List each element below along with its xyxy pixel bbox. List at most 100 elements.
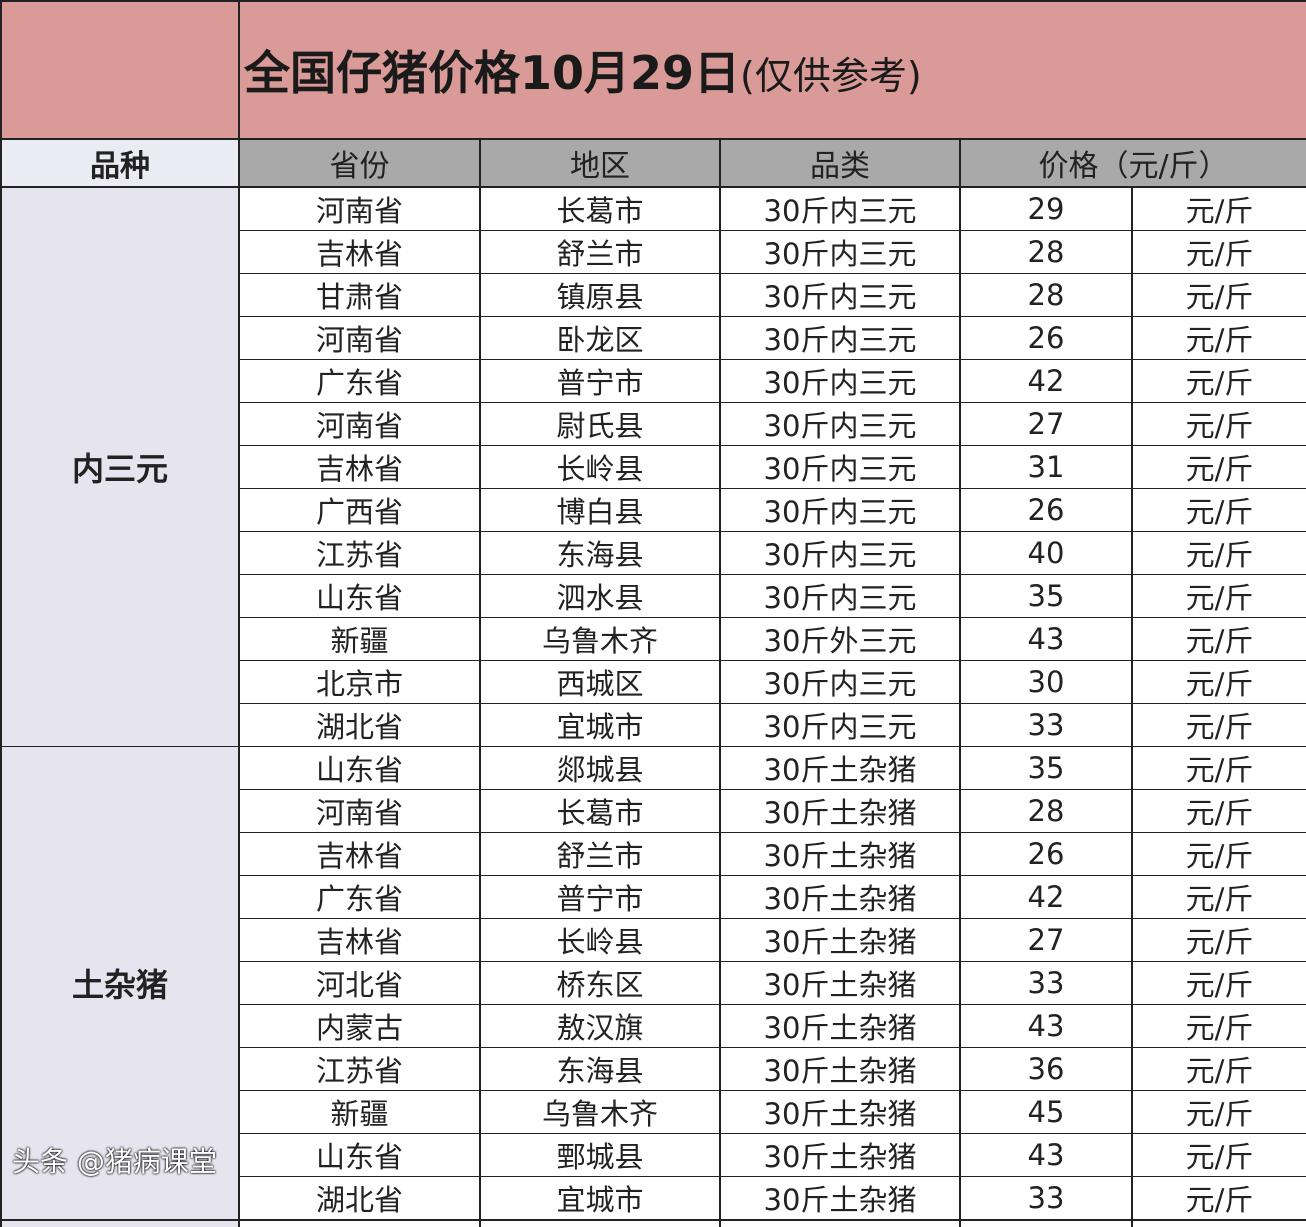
empty-cell xyxy=(0,1219,240,1227)
category-cell: 30斤土杂猪 xyxy=(719,1004,961,1048)
category-cell: 30斤土杂猪 xyxy=(719,1047,961,1091)
category-cell: 30斤内三元 xyxy=(719,488,961,532)
table-row: 内蒙古 敖汉旗 30斤土杂猪 43 元/斤 xyxy=(1,1004,1306,1048)
price-cell: 33 xyxy=(959,961,1133,1005)
region-cell: 敖汉旗 xyxy=(479,1004,721,1048)
table-row: 河北省 桥东区 30斤土杂猪 33 元/斤 xyxy=(1,961,1306,1005)
header-province: 省份 xyxy=(238,138,481,188)
header-price: 价格（元/斤） xyxy=(958,138,1306,188)
price-cell: 26 xyxy=(959,488,1133,532)
province-cell: 河南省 xyxy=(238,402,481,446)
price-cell: 43 xyxy=(959,617,1133,661)
region-cell: 宜城市 xyxy=(479,1176,721,1221)
price-cell: 31 xyxy=(959,445,1133,489)
province-cell: 吉林省 xyxy=(238,445,481,489)
province-cell: 吉林省 xyxy=(238,832,481,876)
province-cell: 江苏省 xyxy=(238,1047,481,1091)
unit-cell: 元/斤 xyxy=(1130,186,1306,231)
unit-cell: 元/斤 xyxy=(1130,1004,1306,1048)
table-row: 江苏省 东海县 30斤内三元 40 元/斤 xyxy=(1,531,1306,575)
page-title: 全国仔猪价格10月29日(仅供参考) xyxy=(237,0,1306,140)
unit-cell: 元/斤 xyxy=(1130,875,1306,919)
price-cell: 43 xyxy=(959,1133,1133,1177)
category-cell: 30斤内三元 xyxy=(719,660,961,704)
price-cell: 28 xyxy=(959,789,1133,833)
unit-cell: 元/斤 xyxy=(1130,273,1306,317)
category-cell: 30斤土杂猪 xyxy=(719,789,961,833)
price-cell: 26 xyxy=(959,832,1133,876)
region-cell: 乌鲁木齐 xyxy=(479,1090,721,1134)
region-cell: 博白县 xyxy=(479,488,721,532)
table-row: 广东省 普宁市 30斤内三元 42 元/斤 xyxy=(1,359,1306,403)
price-cell: 28 xyxy=(959,273,1133,317)
price-cell: 29 xyxy=(959,186,1133,231)
price-cell: 33 xyxy=(959,1176,1133,1221)
category-cell: 30斤土杂猪 xyxy=(719,1176,961,1221)
region-cell: 长葛市 xyxy=(479,186,721,231)
unit-cell: 元/斤 xyxy=(1130,402,1306,446)
price-cell: 27 xyxy=(959,402,1133,446)
region-cell: 镇原县 xyxy=(479,273,721,317)
table-row: 北京市 西城区 30斤内三元 30 元/斤 xyxy=(1,660,1306,704)
header-category: 品类 xyxy=(719,138,961,188)
unit-cell: 元/斤 xyxy=(1130,918,1306,962)
category-cell: 30斤内三元 xyxy=(719,703,961,747)
header-region: 地区 xyxy=(479,138,721,188)
empty-cell xyxy=(1130,1219,1306,1227)
province-cell: 吉林省 xyxy=(238,230,481,274)
province-cell: 河南省 xyxy=(238,186,481,231)
price-cell: 33 xyxy=(959,703,1133,747)
category-cell: 30斤土杂猪 xyxy=(719,1090,961,1134)
province-cell: 江苏省 xyxy=(238,531,481,575)
unit-cell: 元/斤 xyxy=(1130,1133,1306,1177)
table-row: 山东省 泗水县 30斤内三元 35 元/斤 xyxy=(1,574,1306,618)
unit-cell: 元/斤 xyxy=(1130,789,1306,833)
category-cell: 30斤土杂猪 xyxy=(719,961,961,1005)
empty-cell xyxy=(479,1219,721,1227)
unit-cell: 元/斤 xyxy=(1130,1047,1306,1091)
header-row: 品种 省份 地区 品类 价格（元/斤） xyxy=(0,138,1306,188)
unit-cell: 元/斤 xyxy=(1130,1090,1306,1134)
price-cell: 26 xyxy=(959,316,1133,360)
province-cell: 湖北省 xyxy=(238,1176,481,1221)
price-cell: 45 xyxy=(959,1090,1133,1134)
price-cell: 42 xyxy=(959,359,1133,403)
province-cell: 山东省 xyxy=(238,746,481,790)
region-cell: 普宁市 xyxy=(479,875,721,919)
category-cell: 30斤内三元 xyxy=(719,273,961,317)
table-row: 河南省 长葛市 30斤土杂猪 28 元/斤 xyxy=(1,789,1306,833)
region-cell: 长岭县 xyxy=(479,445,721,489)
province-cell: 吉林省 xyxy=(238,918,481,962)
unit-cell: 元/斤 xyxy=(1130,359,1306,403)
table-row: 吉林省 舒兰市 30斤土杂猪 26 元/斤 xyxy=(1,832,1306,876)
region-cell: 桥东区 xyxy=(479,961,721,1005)
price-cell: 27 xyxy=(959,918,1133,962)
table-row: 湖北省 宜城市 30斤内三元 33 元/斤 xyxy=(1,703,1306,747)
unit-cell: 元/斤 xyxy=(1130,230,1306,274)
table-row: 新疆 乌鲁木齐 30斤外三元 43 元/斤 xyxy=(1,617,1306,661)
region-cell: 舒兰市 xyxy=(479,832,721,876)
province-cell: 北京市 xyxy=(238,660,481,704)
region-cell: 长葛市 xyxy=(479,789,721,833)
region-cell: 舒兰市 xyxy=(479,230,721,274)
table-row: 广西省 博白县 30斤内三元 26 元/斤 xyxy=(1,488,1306,532)
table-row: 河南省 卧龙区 30斤内三元 26 元/斤 xyxy=(1,316,1306,360)
province-cell: 广西省 xyxy=(238,488,481,532)
price-cell: 40 xyxy=(959,531,1133,575)
region-cell: 西城区 xyxy=(479,660,721,704)
price-cell: 36 xyxy=(959,1047,1133,1091)
category-cell: 30斤土杂猪 xyxy=(719,832,961,876)
category-cell: 30斤土杂猪 xyxy=(719,746,961,790)
table-row: 新疆 乌鲁木齐 30斤土杂猪 45 元/斤 xyxy=(1,1090,1306,1134)
unit-cell: 元/斤 xyxy=(1130,316,1306,360)
table-row: 甘肃省 镇原县 30斤内三元 28 元/斤 xyxy=(1,273,1306,317)
category-cell: 30斤土杂猪 xyxy=(719,875,961,919)
title-corner xyxy=(0,0,240,140)
province-cell: 广东省 xyxy=(238,875,481,919)
category-cell: 30斤内三元 xyxy=(719,186,961,231)
category-cell: 30斤内三元 xyxy=(719,359,961,403)
table-row: 内三元 河南省 长葛市 30斤内三元 29 元/斤 xyxy=(0,186,1306,747)
empty-cell xyxy=(959,1219,1133,1227)
title-main: 全国仔猪价格10月29日 xyxy=(244,46,741,100)
region-cell: 鄄城县 xyxy=(479,1133,721,1177)
